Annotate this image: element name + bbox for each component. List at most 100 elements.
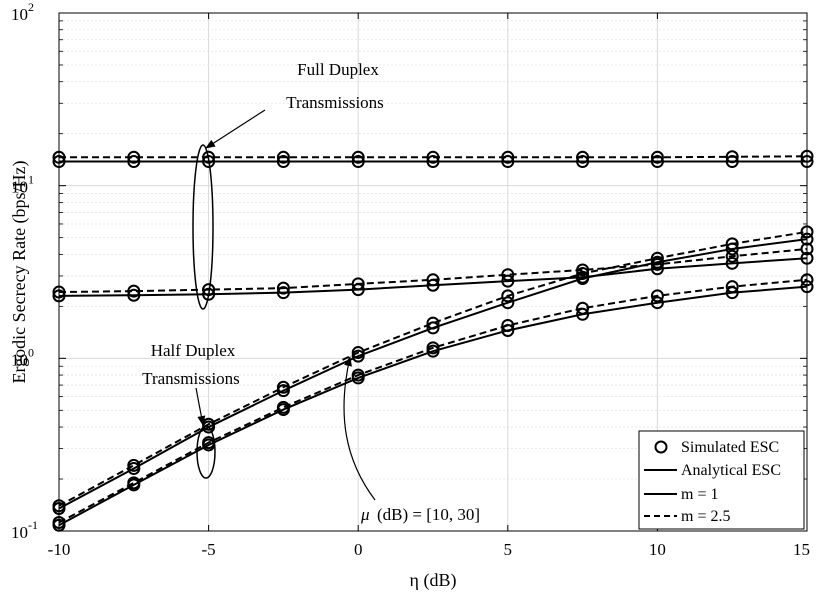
series-line-half-duplex-m2_5-7 [58, 278, 808, 524]
minor-grid [59, 20, 807, 480]
series-line-full-duplex-m2_5-1 [59, 155, 808, 159]
series-line-full-duplex-m2_5-3 [58, 247, 808, 294]
data-point-marker [576, 301, 590, 315]
legend-label-m25: m = 2.5 [681, 508, 730, 525]
legend-circle-marker [654, 440, 668, 454]
half-duplex-label-line1: Half Duplex [151, 341, 236, 360]
data-point-marker [650, 296, 664, 310]
y-tick-label-exponent: 2 [28, 0, 34, 14]
data-point-marker [276, 155, 290, 169]
data-point-marker [127, 150, 141, 164]
series-line-half-duplex-m1-6 [58, 285, 808, 527]
data-point-marker [725, 237, 739, 251]
x-tick-label: 5 [504, 540, 513, 559]
x-tick-label: 10 [649, 540, 666, 559]
half-duplex-ellipse [196, 425, 216, 479]
data-point-marker [276, 400, 290, 414]
full-duplex-label-line2: Transmissions [286, 93, 384, 112]
data-point-marker [501, 150, 515, 164]
axis-box [58, 12, 808, 532]
y-tick-label: 102 [11, 0, 34, 24]
data-point-marker [127, 458, 141, 472]
full-duplex-arrow [205, 109, 266, 149]
data-point-marker [501, 318, 515, 332]
series-layer [52, 149, 814, 532]
series-line-half-duplex-m2_5-5 [58, 230, 808, 507]
data-point-marker [650, 255, 664, 269]
x-tick-labels: -10 -5 0 5 10 15 [48, 540, 810, 559]
data-point-marker [576, 307, 590, 321]
data-point-marker [276, 380, 290, 394]
data-point-marker [426, 155, 440, 169]
data-point-marker [426, 316, 440, 330]
data-point-marker [576, 263, 590, 277]
data-point-marker [426, 341, 440, 355]
data-point-marker [351, 155, 365, 169]
data-point-marker [127, 284, 141, 298]
x-tick-label: 0 [354, 540, 363, 559]
data-point-marker [351, 368, 365, 382]
y-tick-label-base: 10 [11, 350, 28, 369]
mu-symbol: μ [360, 505, 370, 524]
data-point-marker [127, 476, 141, 490]
y-tick-label-exponent: 0 [28, 345, 34, 359]
data-point-marker [650, 289, 664, 303]
full-duplex-ellipse [192, 144, 214, 310]
data-point-marker [650, 155, 664, 169]
data-point-marker [650, 150, 664, 164]
y-tick-label-base: 10 [11, 523, 28, 542]
data-point-marker [426, 273, 440, 287]
full-duplex-annotation: Full Duplex Transmissions [192, 60, 384, 310]
y-tick-label-exponent: -1 [28, 518, 38, 532]
y-tick-label-exponent: 1 [28, 173, 34, 187]
data-point-marker [725, 249, 739, 263]
half-duplex-label-line2: Transmissions [142, 369, 240, 388]
axis-frame [58, 12, 808, 532]
x-tick-label: -5 [202, 540, 216, 559]
mu-annotation: μ (dB) = [10, 30] [343, 356, 480, 524]
data-point-marker [426, 150, 440, 164]
data-point-marker [576, 150, 590, 164]
full-duplex-label-line1: Full Duplex [297, 60, 379, 79]
x-axis-title: η (dB) [410, 570, 457, 591]
data-point-marker [501, 323, 515, 337]
data-point-marker [351, 349, 365, 363]
x-tick-label: 15 [793, 540, 810, 559]
data-point-marker [725, 256, 739, 270]
data-point-marker [501, 296, 515, 310]
legend-label-simulated: Simulated ESC [681, 439, 779, 456]
half-duplex-arrow [195, 387, 206, 426]
data-point-marker [650, 251, 664, 265]
data-point-marker [276, 150, 290, 164]
data-point-marker [276, 281, 290, 295]
y-tick-label-base: 10 [11, 5, 28, 24]
data-point-marker [351, 346, 365, 360]
legend-label-analytical: Analytical ESC [681, 462, 781, 479]
data-point-marker [501, 289, 515, 303]
data-point-marker [725, 280, 739, 294]
y-tick-label: 10-1 [11, 518, 38, 542]
data-point-marker [351, 150, 365, 164]
data-point-marker [501, 155, 515, 169]
data-point-marker [426, 321, 440, 335]
mu-label: (dB) = [10, 30] [377, 505, 480, 524]
y-axis-title: Ergodic Secrecy Rate (bps/Hz) [9, 160, 30, 383]
half-duplex-annotation: Half Duplex Transmissions [142, 341, 240, 479]
data-point-marker [576, 266, 590, 280]
legend-label-m1: m = 1 [681, 486, 718, 503]
x-tick-label: -10 [48, 540, 71, 559]
legend: Simulated ESC Analytical ESC m = 1 m = 2… [638, 430, 805, 530]
data-point-marker [576, 155, 590, 169]
data-point-marker [351, 277, 365, 291]
data-point-marker [501, 268, 515, 282]
y-tick-label: 100 [11, 345, 34, 369]
mu-arrow [343, 356, 376, 501]
data-point-marker [501, 274, 515, 288]
data-point-marker [725, 150, 739, 164]
y-tick-label-base: 10 [11, 178, 28, 197]
y-tick-label: 101 [11, 173, 34, 197]
data-point-marker [127, 288, 141, 302]
data-point-marker [127, 155, 141, 169]
